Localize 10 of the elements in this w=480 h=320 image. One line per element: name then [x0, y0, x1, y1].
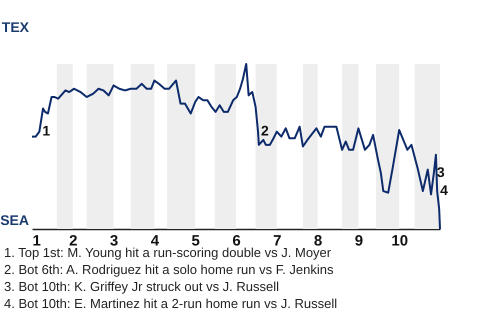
annotation: 4: [440, 182, 448, 198]
text: SEA: [0, 212, 29, 228]
x-tick-label: 10: [391, 232, 408, 250]
text: 3. Bot 10th: K. Griffey Jr struck out vs J. Russell: [4, 279, 280, 294]
text: 4. Bot 10th: E. Martinez hit a 2-run home run vs J. Russell: [4, 296, 338, 311]
text: TEX: [2, 19, 30, 35]
annotation: 1: [42, 122, 50, 139]
x-tick-label: 9: [354, 232, 364, 250]
annotation: 2: [261, 122, 270, 139]
text: 2. Bot 6th: A. Rodriguez hit a solo home run vs F. Jenkins: [4, 262, 334, 277]
